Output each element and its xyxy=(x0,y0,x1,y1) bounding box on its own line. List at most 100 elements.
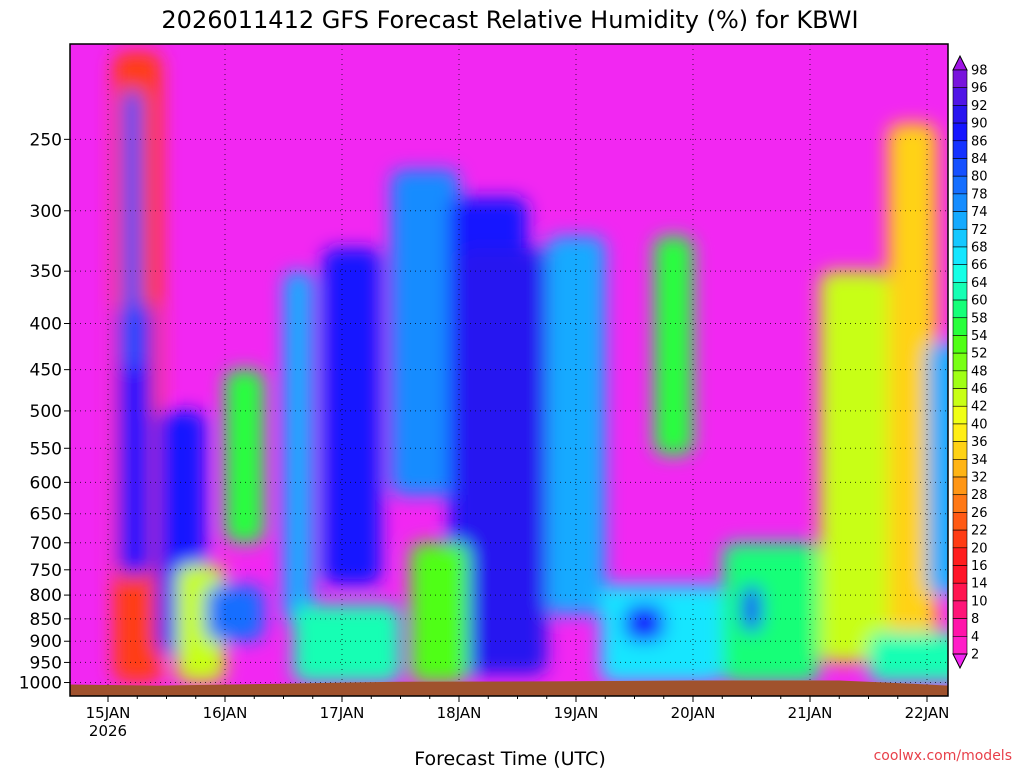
y-tick-label: 1000 xyxy=(19,674,62,694)
colorbar-swatch xyxy=(952,494,968,513)
colorbar: 9896929086848078747268666460585452484642… xyxy=(952,54,988,670)
humidity-region-13 xyxy=(410,542,469,683)
colorbar-label: 90 xyxy=(971,117,988,132)
colorbar-swatch xyxy=(952,582,968,602)
humidity-region-16 xyxy=(624,604,664,642)
colorbar-swatch xyxy=(952,352,968,372)
y-tick-label: 250 xyxy=(30,130,62,150)
colorbar-swatch xyxy=(952,547,968,566)
humidity-region-21 xyxy=(888,123,937,663)
colorbar-swatch xyxy=(952,370,968,389)
y-tick-label: 950 xyxy=(30,653,62,673)
humidity-region-8 xyxy=(322,248,381,586)
humidity-region-6 xyxy=(205,585,264,642)
y-tick-label: 700 xyxy=(30,534,62,554)
humidity-region-5 xyxy=(225,369,264,543)
colorbar-label: 10 xyxy=(971,594,988,609)
colorbar-swatch xyxy=(952,140,968,159)
colorbar-swatch xyxy=(952,87,968,106)
colorbar-swatch xyxy=(952,228,968,248)
colorbar-label: 60 xyxy=(971,294,988,309)
colorbar-label: 48 xyxy=(971,364,988,379)
colorbar-label: 2 xyxy=(971,648,979,663)
colorbar-swatch xyxy=(952,529,968,549)
colorbar-label: 46 xyxy=(971,382,988,397)
x-tick-label: 21JAN xyxy=(788,704,833,722)
y-tick-label: 850 xyxy=(30,610,62,630)
colorbar-swatch xyxy=(952,264,968,283)
y-tick-label: 350 xyxy=(30,262,62,282)
colorbar-swatch xyxy=(952,476,968,496)
colorbar-label: 22 xyxy=(971,524,988,539)
x-tick-label: 20JAN xyxy=(671,704,716,722)
y-tick-label: 400 xyxy=(30,315,62,335)
colorbar-label: 58 xyxy=(971,311,988,326)
colorbar-swatch xyxy=(952,600,968,619)
colorbar-label: 98 xyxy=(971,64,988,79)
colorbar-swatch xyxy=(952,193,968,212)
colorbar-swatch xyxy=(952,441,968,460)
credit-text: coolwx.com/models xyxy=(874,748,1012,764)
colorbar-label: 54 xyxy=(971,329,988,344)
colorbar-swatch xyxy=(952,246,968,265)
humidity-region-2 xyxy=(122,89,143,370)
colorbar-label: 36 xyxy=(971,435,988,450)
colorbar-swatch xyxy=(952,423,968,442)
y-tick-label: 650 xyxy=(30,505,62,525)
y-tick-label: 900 xyxy=(30,632,62,652)
humidity-region-10 xyxy=(390,169,459,496)
y-tick-label: 550 xyxy=(30,439,62,459)
colorbar-label: 26 xyxy=(971,506,988,521)
colorbar-swatch xyxy=(952,405,968,425)
y-tick-label: 750 xyxy=(30,561,62,581)
colorbar-label: 20 xyxy=(971,541,988,556)
colorbar-swatch xyxy=(952,618,968,637)
colorbar-label: 4 xyxy=(971,630,979,645)
colorbar-swatch xyxy=(952,105,968,124)
colorbar-top-arrow xyxy=(952,54,968,71)
plot-area xyxy=(70,44,948,696)
x-tick-label: 17JAN xyxy=(320,704,365,722)
colorbar-swatch xyxy=(952,565,968,584)
colorbar-swatch xyxy=(952,211,968,230)
colorbar-swatch xyxy=(952,388,968,407)
x-tick-label: 22JAN xyxy=(905,704,950,722)
x-tick-label: 16JAN xyxy=(203,704,248,722)
y-tick-label: 450 xyxy=(30,361,62,381)
humidity-region-17 xyxy=(654,236,693,456)
colorbar-label: 96 xyxy=(971,81,988,96)
colorbar-label: 42 xyxy=(971,400,988,415)
colorbar-swatch xyxy=(952,175,968,195)
colorbar-swatch xyxy=(952,317,968,336)
humidity-region-9 xyxy=(293,604,401,683)
y-tick-label: 500 xyxy=(30,402,62,422)
colorbar-label: 28 xyxy=(971,488,988,503)
colorbar-swatch xyxy=(952,122,968,142)
colorbar-swatch xyxy=(952,512,968,531)
humidity-region-20 xyxy=(819,271,888,663)
y-tick-label: 800 xyxy=(30,586,62,606)
colorbar-label: 74 xyxy=(971,205,988,220)
colorbar-label: 84 xyxy=(971,152,988,167)
colorbar-swatch xyxy=(952,459,968,478)
colorbar-label: 64 xyxy=(971,276,988,291)
x-tick-label: 15JAN xyxy=(86,704,131,722)
colorbar-label: 72 xyxy=(971,223,988,238)
humidity-region-19 xyxy=(741,585,762,633)
colorbar-swatch xyxy=(952,69,968,88)
x-tick-label: 19JAN xyxy=(554,704,599,722)
humidity-region-22 xyxy=(927,342,948,596)
y-tick-label: 300 xyxy=(30,202,62,222)
humidity-field xyxy=(112,51,948,683)
colorbar-label: 78 xyxy=(971,187,988,202)
colorbar-label: 92 xyxy=(971,99,988,114)
colorbar-swatch xyxy=(952,335,968,354)
colorbar-label: 14 xyxy=(971,577,988,592)
colorbar-label: 52 xyxy=(971,347,988,362)
colorbar-label: 68 xyxy=(971,240,988,255)
terrain-fill xyxy=(70,680,948,696)
colorbar-label: 32 xyxy=(971,471,988,486)
chart-title: 2026011412 GFS Forecast Relative Humidit… xyxy=(161,6,858,34)
